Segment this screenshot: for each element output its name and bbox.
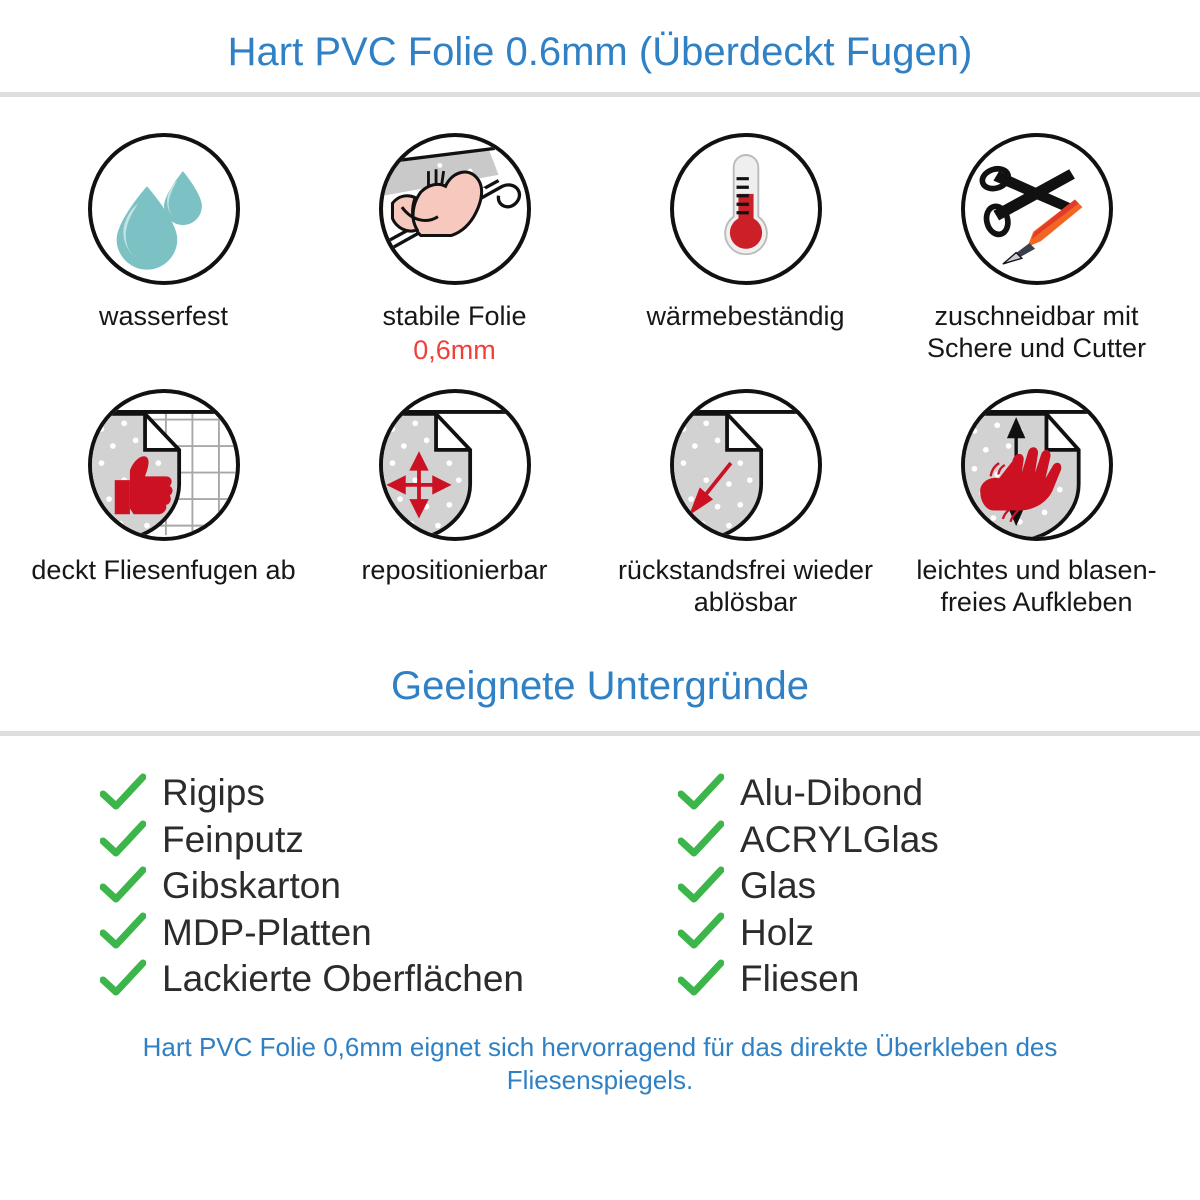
check-icon [100, 959, 146, 999]
list-item-label: Holz [740, 911, 815, 953]
list-item-label: Rigips [162, 772, 265, 814]
check-icon [100, 820, 146, 860]
list-item: Holz [678, 912, 1200, 953]
feature-rueckstandsfrei: rückstandsfrei wieder ablösbar [600, 388, 891, 619]
feature-label: repositionierbar [361, 554, 548, 585]
list-item-label: Alu-Dibond [740, 772, 924, 814]
feature-wasserfest: wasserfest [18, 133, 309, 367]
list-item: Feinputz [100, 819, 600, 860]
check-icon [678, 912, 724, 952]
foil-peel-arrow-icon [669, 388, 822, 541]
feature-label: rückstandsfrei wieder ablösbar [617, 554, 874, 617]
feature-label: wärmebeständig [646, 301, 845, 331]
scissors-cutter-icon [960, 133, 1113, 285]
check-icon [678, 959, 724, 999]
feature-label: leichtes und blasen- freies Aufkleben [916, 554, 1157, 617]
feature-row-2: deckt Fliesenfugen ab [0, 367, 1200, 619]
feature-sublabel: 0,6mm [413, 334, 496, 365]
substrate-column-right: Alu-Dibond ACRYLGlas Glas Holz Fliesen [600, 772, 1200, 1004]
list-item: Lackierte Oberflächen [100, 958, 600, 999]
feature-stabile-folie: stabile Folie 0,6mm [309, 133, 600, 367]
list-item-label: ACRYLGlas [740, 818, 939, 860]
flexed-arm-foil-icon [378, 133, 531, 285]
feature-zuschneidbar: zuschneidbar mit Schere und Cutter [891, 133, 1182, 367]
list-item-label: Fliesen [740, 958, 860, 1000]
list-item: Gibskarton [100, 865, 600, 906]
list-item-label: Glas [740, 865, 817, 907]
list-item: MDP-Platten [100, 912, 600, 953]
list-item: Glas [678, 865, 1200, 906]
thermometer-icon [669, 133, 822, 285]
feature-deckt-fliesenfugen: deckt Fliesenfugen ab [18, 388, 309, 619]
list-item: Rigips [100, 772, 600, 813]
list-item: ACRYLGlas [678, 819, 1200, 860]
water-drops-icon [87, 133, 240, 285]
foil-move-arrows-icon [378, 388, 531, 541]
section-title-untergruende: Geeignete Untergründe [390, 664, 810, 709]
foil-smoothing-hand-icon [960, 388, 1113, 541]
list-item-label: MDP-Platten [162, 911, 372, 953]
feature-label: zuschneidbar mit Schere und Cutter [926, 301, 1147, 363]
feature-label: deckt Fliesenfugen ab [31, 554, 296, 585]
suitable-substrates-list: Rigips Feinputz Gibskarton MDP-Platten L… [0, 736, 1200, 1004]
feature-label: stabile Folie [382, 301, 527, 331]
feature-repositionierbar: repositionierbar [309, 388, 600, 619]
header-divider [0, 92, 1200, 97]
list-item-label: Feinputz [162, 818, 304, 860]
check-icon [100, 866, 146, 906]
list-item: Fliesen [678, 958, 1200, 999]
check-icon [678, 866, 724, 906]
check-icon [678, 820, 724, 860]
feature-waermebestaendig: wärmebeständig [600, 133, 891, 367]
list-item-label: Gibskarton [162, 865, 341, 907]
check-icon [100, 912, 146, 952]
feature-blasenfreies-aufkleben: leichtes und blasen- freies Aufkleben [891, 388, 1182, 619]
check-icon [100, 773, 146, 813]
substrate-column-left: Rigips Feinputz Gibskarton MDP-Platten L… [0, 772, 600, 1004]
footer-note: Hart PVC Folie 0,6mm eignet sich hervorr… [142, 1031, 1058, 1095]
page-title: Hart PVC Folie 0.6mm (Überdeckt Fugen) [227, 30, 973, 74]
foil-over-tiles-thumbs-up-icon [87, 388, 240, 541]
list-item-label: Lackierte Oberflächen [162, 958, 524, 1000]
feature-label: wasserfest [98, 301, 229, 331]
list-item: Alu-Dibond [678, 772, 1200, 813]
section-divider [0, 731, 1200, 737]
check-icon [678, 773, 724, 813]
feature-row-1: wasserfest stabile Folie 0,6mm [0, 97, 1200, 367]
